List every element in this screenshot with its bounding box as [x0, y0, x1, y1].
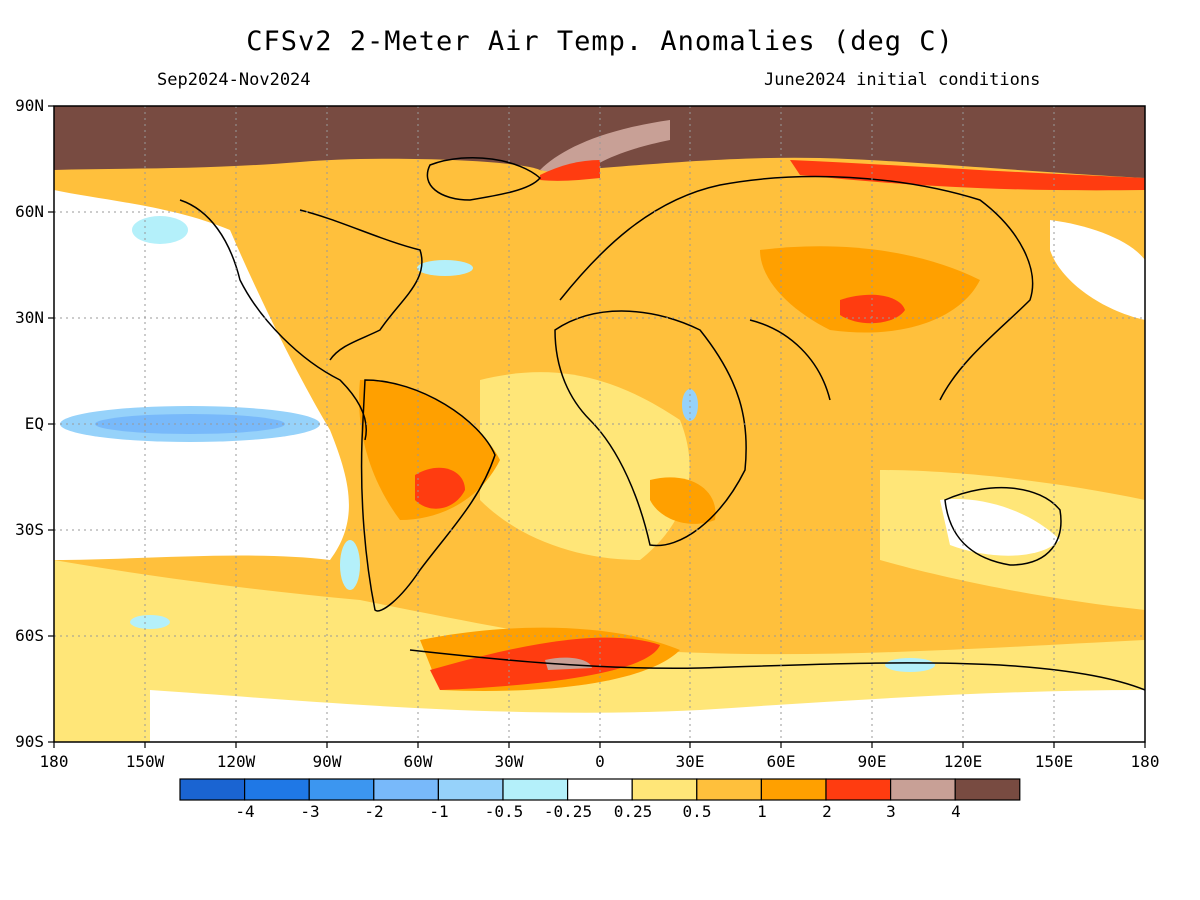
lat-label-90s: 90S: [15, 732, 44, 751]
north-pacific-neutral: [1050, 220, 1145, 320]
lon-label-180e: 180: [1130, 752, 1160, 771]
lon-label-180w: 180: [39, 752, 69, 771]
colorbar-label: -2: [364, 802, 384, 821]
southern-africa-orange: [650, 477, 716, 524]
initial-conditions: June2024 initial conditions: [764, 70, 1041, 90]
greenland-outline: [426, 156, 542, 201]
india-outline: [749, 319, 831, 401]
equatorial-pacific-cool-inner: [95, 414, 285, 434]
colorbar-swatch: [437, 778, 504, 801]
colorbar-swatch: [502, 778, 569, 801]
coastlines: [179, 156, 1145, 691]
southern-ocean-red: [430, 637, 660, 690]
chart-title: CFSv2 2-Meter Air Temp. Anomalies (deg C…: [246, 26, 954, 57]
east-pacific-neutral: [54, 190, 349, 560]
colorbar-label: 1: [757, 802, 767, 821]
southern-ocean-pink: [545, 657, 592, 670]
lon-label-120w: 120W: [216, 752, 256, 771]
colorbar-label: -0.5: [484, 802, 524, 821]
atlantic-light: [480, 372, 690, 560]
lon-label-120e: 120E: [943, 752, 983, 771]
colorbar-label: 2: [822, 802, 832, 821]
colorbar-swatch: [954, 778, 1021, 801]
lat-label-60s: 60S: [15, 626, 44, 645]
lon-label-90w: 90W: [312, 752, 342, 771]
amazon-orange: [359, 380, 500, 520]
lat-label-60n: 60N: [15, 202, 44, 221]
colorbar-swatch: [631, 778, 698, 801]
lon-label-150w: 150W: [125, 752, 165, 771]
colorbar-swatch: [308, 778, 375, 801]
axis-ticks: [48, 105, 1146, 748]
lon-label-30e: 30E: [675, 752, 705, 771]
colorbar-label: -0.25: [543, 802, 593, 821]
colorbar-swatch: [179, 778, 246, 801]
north-america-east-coast: [299, 209, 423, 361]
colorbar-label: -1: [429, 802, 449, 821]
antarctica-neutral: [150, 690, 1145, 742]
lon-label-150e: 150E: [1034, 752, 1074, 771]
colorbar-label: -4: [235, 802, 255, 821]
colorbar: [179, 778, 1021, 801]
lon-label-60w: 60W: [403, 752, 433, 771]
colorbar-swatch: [825, 778, 892, 801]
eurasia-outline: [559, 175, 1034, 401]
lat-label-30n: 30N: [15, 308, 44, 327]
colorbar-swatch: [373, 778, 439, 801]
antarctica-coast: [409, 649, 1145, 691]
labrador-cool: [417, 260, 473, 276]
antarctic-coast-cool: [885, 658, 935, 672]
colorbar-swatch: [696, 778, 762, 801]
lat-label-eq: EQ: [24, 414, 44, 433]
australia-neutral: [940, 499, 1060, 556]
south-america-red: [415, 467, 465, 509]
colorbar-label: 0.25: [613, 802, 653, 821]
south-america-outline: [360, 379, 496, 612]
colorbar-label: 0.5: [682, 802, 712, 821]
colorbar-swatch: [244, 778, 310, 801]
siberia-coast-red: [790, 160, 1145, 191]
gridlines: [54, 106, 1145, 742]
colorbar-label: -3: [300, 802, 320, 821]
south-pacific-cool: [130, 615, 170, 629]
lat-label-30s: 30S: [15, 520, 44, 539]
greenland-sea-red: [540, 160, 600, 181]
colorbar-swatch: [566, 778, 633, 801]
africa-outline: [554, 310, 747, 547]
lat-label-90n: 90N: [15, 96, 44, 115]
north-america-west-coast: [179, 199, 367, 441]
lon-label-60e: 60E: [766, 752, 796, 771]
lon-label-0: 0: [595, 752, 605, 771]
colorbar-swatch: [760, 778, 827, 801]
anomaly-field: [54, 106, 1145, 742]
east-africa-cool: [682, 389, 698, 421]
colorbar-swatch: [889, 778, 956, 801]
asia-orange: [760, 246, 980, 333]
lon-label-30w: 30W: [494, 752, 524, 771]
tibet-red: [840, 294, 905, 324]
gulf-alaska-cool: [132, 216, 188, 244]
colorbar-label: 4: [951, 802, 961, 821]
colorbar-label: 3: [886, 802, 896, 821]
forecast-period: Sep2024-Nov2024: [157, 70, 311, 90]
lon-label-90e: 90E: [857, 752, 887, 771]
chile-coast-cool: [340, 540, 360, 590]
